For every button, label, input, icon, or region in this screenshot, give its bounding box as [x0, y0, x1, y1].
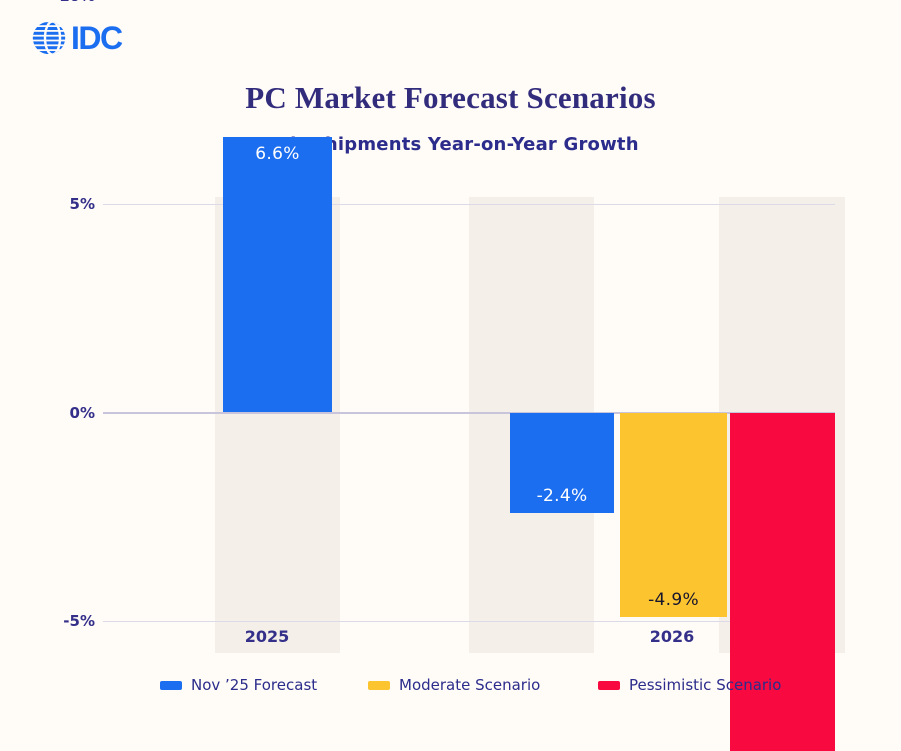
- legend-item-moderate-scenario: Moderate Scenario: [368, 676, 540, 694]
- x-axis-label-2025: 2025: [244, 627, 290, 646]
- bar-2026-moderate-scenario: -4.9%: [620, 412, 727, 617]
- y-axis-tick--5%: -5%: [63, 612, 95, 630]
- legend-label: Moderate Scenario: [399, 676, 541, 694]
- y-axis-tick-5%: 5%: [69, 195, 95, 213]
- gridline--5%: [103, 621, 835, 622]
- bar-2025-nov-25-forecast: 6.6%: [223, 137, 332, 413]
- bar-value-label: -2.4%: [536, 485, 588, 506]
- bar-value-label: -4.9%: [648, 589, 699, 610]
- bar-2026-pessimistic-scenario: -8.9%: [730, 412, 835, 751]
- idc-logo-text: IDC: [71, 20, 123, 56]
- legend-item-nov-25-forecast: Nov ’25 Forecast: [160, 676, 317, 694]
- idc-logo: IDC: [31, 20, 123, 56]
- legend-label: Nov ’25 Forecast: [191, 676, 318, 694]
- y-axis-tick-10%: 10%: [35, 0, 95, 5]
- bar-value-label: 6.6%: [255, 144, 300, 165]
- y-axis-tick-0%: 0%: [69, 403, 95, 422]
- chart-subtitle: Unit Shipments Year-on-Year Growth: [262, 134, 639, 155]
- idc-globe-icon: [31, 20, 67, 56]
- chart-title: PC Market Forecast Scenarios: [245, 80, 656, 115]
- bar-2026-nov-25-forecast: -2.4%: [510, 412, 614, 513]
- legend-label: Pessimistic Scenario: [629, 676, 782, 694]
- legend-swatch: [598, 680, 620, 690]
- legend-swatch: [368, 680, 390, 690]
- zero-axis-line: [103, 411, 835, 414]
- legend-swatch: [160, 680, 182, 690]
- legend-item-pessimistic-scenario: Pessimistic Scenario: [598, 676, 781, 694]
- x-axis-label-2026: 2026: [649, 627, 695, 646]
- gridline-5%: [103, 204, 835, 205]
